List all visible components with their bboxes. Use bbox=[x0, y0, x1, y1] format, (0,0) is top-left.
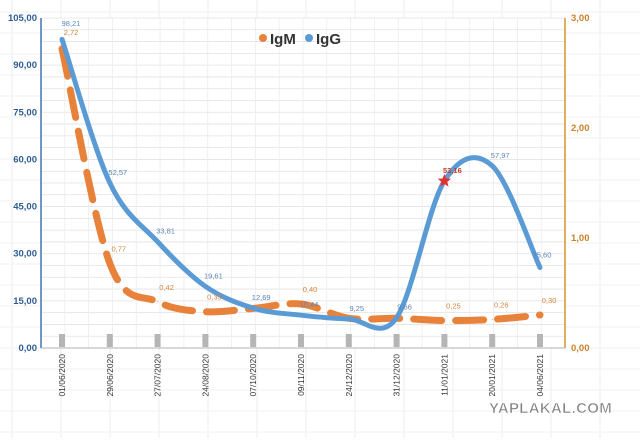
igg-data-label: 25,60 bbox=[533, 251, 552, 260]
igm-data-label: 0,42 bbox=[159, 283, 174, 292]
x-axis-bar-marker bbox=[59, 334, 65, 347]
igm-data-label: 2,72 bbox=[64, 28, 79, 37]
right-axis-tick-label: 3,00 bbox=[571, 13, 590, 24]
left-axis-tick-label: 90,00 bbox=[13, 60, 37, 71]
series-line-igg bbox=[59, 36, 543, 331]
data-point-igg bbox=[252, 307, 254, 309]
series-line-igm bbox=[58, 45, 544, 325]
x-axis-tick-label: 29/06/2020 bbox=[105, 354, 115, 397]
data-point-igm bbox=[157, 301, 159, 303]
data-point-igm bbox=[204, 311, 206, 313]
x-axis-bar-marker bbox=[154, 334, 161, 347]
x-axis-bar-marker bbox=[393, 334, 400, 347]
legend-label: IgG bbox=[316, 31, 341, 48]
legend-label: IgM bbox=[270, 31, 296, 48]
igg-data-label: 9,25 bbox=[349, 304, 364, 313]
igg-data-label: 57,97 bbox=[491, 151, 510, 160]
left-axis-tick-label: 0,00 bbox=[19, 343, 38, 354]
igg-data-label: 98,21 bbox=[62, 19, 81, 28]
igg-data-label: 10,44 bbox=[300, 300, 319, 309]
igg-data-label: 52,57 bbox=[108, 168, 127, 177]
x-axis-bar-marker bbox=[441, 334, 448, 347]
right-axis-tick-label: 2,00 bbox=[571, 123, 590, 134]
x-axis-tick-label: 01/06/2020 bbox=[57, 354, 67, 397]
igg-data-label: 9,66 bbox=[397, 303, 412, 312]
legend-swatch bbox=[305, 34, 313, 42]
x-axis-tick-label: 11/01/2021 bbox=[439, 354, 449, 396]
data-point-igm bbox=[539, 314, 541, 316]
x-axis-bar-marker bbox=[537, 334, 543, 347]
data-point-igg bbox=[539, 267, 541, 269]
data-point-igm bbox=[443, 320, 445, 321]
x-axis-tick-label: 20/01/2021 bbox=[487, 354, 497, 397]
igg-data-label: 33,81 bbox=[156, 227, 175, 236]
x-axis-tick-label: 24/12/2020 bbox=[344, 354, 354, 397]
right-axis-tick-label: 0,00 bbox=[571, 343, 590, 354]
igm-data-label: 0,30 bbox=[542, 296, 557, 305]
igm-data-label: 0,26 bbox=[494, 300, 509, 309]
igm-data-label: 0,33 bbox=[207, 293, 222, 302]
right-y-axis: 0,00 1,00 2,00 3,00 bbox=[564, 13, 590, 354]
x-axis-bar-marker bbox=[250, 334, 257, 347]
chart-legend: IgM IgG bbox=[259, 31, 341, 48]
data-point-igg bbox=[300, 314, 302, 316]
data-point-igm bbox=[109, 262, 111, 264]
data-point-igg bbox=[491, 165, 493, 167]
x-axis-tick-label: 27/07/2020 bbox=[153, 354, 163, 397]
x-axis-bar-marker bbox=[106, 334, 113, 347]
x-axis-tick-label: 24/08/2020 bbox=[200, 354, 210, 397]
x-axis-tick-label: 04/06/2021 bbox=[535, 354, 545, 397]
data-point-igg bbox=[109, 182, 111, 184]
left-axis-tick-label: 105,00 bbox=[8, 13, 37, 24]
igm-data-label: 0,25 bbox=[446, 302, 461, 311]
x-axis-bar-marker bbox=[298, 334, 304, 347]
x-axis-bar-marker bbox=[345, 334, 352, 347]
left-axis-tick-label: 30,00 bbox=[13, 249, 37, 260]
left-axis-tick-label: 15,00 bbox=[13, 296, 37, 307]
data-point-igg bbox=[396, 317, 398, 319]
data-point-igg bbox=[157, 241, 159, 243]
data-point-igm bbox=[300, 303, 302, 305]
data-point-igm bbox=[491, 318, 493, 320]
x-axis: 01/06/2020 29/06/2020 27/07/2020 24/08/2020… bbox=[41, 334, 565, 397]
x-axis-tick-label: 31/12/2020 bbox=[392, 354, 402, 397]
x-axis-bar-marker bbox=[489, 334, 496, 347]
data-point-igg bbox=[204, 285, 206, 287]
legend-swatch bbox=[259, 34, 267, 42]
data-point-igg bbox=[61, 38, 63, 40]
left-axis-tick-label: 45,00 bbox=[13, 202, 37, 213]
watermark: YAPLAKAL.COM bbox=[489, 400, 612, 417]
data-point-igm bbox=[61, 48, 63, 50]
left-axis-tick-label: 75,00 bbox=[13, 107, 37, 118]
igg-data-label: 53,16 bbox=[443, 166, 462, 175]
igm-data-label: 0,40 bbox=[303, 285, 318, 294]
igg-data-label: 12,69 bbox=[252, 293, 271, 302]
left-y-axis: 0,00 15,00 30,00 45,00 60,00 75,00 90,00 105,00 bbox=[8, 13, 42, 354]
x-axis-tick-label: 09/11/2020 bbox=[296, 354, 306, 396]
x-axis-tick-label: 07/10/2020 bbox=[248, 354, 258, 397]
data-point-igg bbox=[348, 318, 350, 320]
data-labels: 2,72 0,77 0,42 0,33 0,40 0,25 0,26 0,30 98,21 52,… bbox=[62, 19, 557, 313]
left-axis-tick-label: 60,00 bbox=[13, 154, 37, 165]
igm-data-label: 0,77 bbox=[111, 244, 126, 253]
x-axis-bar-marker bbox=[202, 334, 209, 347]
igg-data-label: 19,61 bbox=[204, 271, 223, 280]
right-axis-tick-label: 1,00 bbox=[571, 233, 590, 244]
highlight-star-marker bbox=[437, 173, 452, 187]
